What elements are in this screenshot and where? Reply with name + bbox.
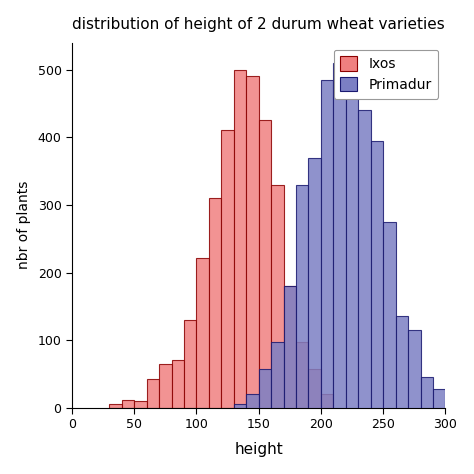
Bar — [197, 258, 209, 408]
Bar — [209, 198, 221, 408]
Bar — [408, 330, 420, 408]
Bar — [109, 404, 122, 408]
Bar — [283, 286, 296, 408]
Bar — [271, 342, 283, 408]
Title: distribution of height of 2 durum wheat varieties: distribution of height of 2 durum wheat … — [73, 17, 445, 32]
Bar — [159, 364, 172, 408]
Bar — [221, 130, 234, 408]
Bar — [134, 401, 146, 408]
Bar — [234, 70, 246, 408]
Bar — [309, 369, 321, 408]
Bar — [296, 342, 309, 408]
Bar — [271, 184, 283, 408]
Bar — [259, 369, 271, 408]
Bar — [333, 63, 346, 408]
Bar — [358, 110, 371, 408]
Bar — [346, 59, 358, 408]
Bar — [259, 120, 271, 408]
Bar — [446, 401, 458, 408]
Bar — [371, 141, 383, 408]
Bar — [246, 394, 259, 408]
Bar — [321, 394, 333, 408]
Bar — [321, 80, 333, 408]
Bar — [296, 184, 309, 408]
Bar — [184, 320, 197, 408]
Bar — [122, 400, 134, 408]
Bar — [283, 286, 296, 408]
X-axis label: height: height — [234, 442, 283, 457]
Legend: Ixos, Primadur: Ixos, Primadur — [334, 49, 438, 99]
Bar — [246, 76, 259, 408]
Bar — [383, 222, 396, 408]
Bar — [309, 157, 321, 408]
Bar — [172, 360, 184, 408]
Bar — [420, 377, 433, 408]
Y-axis label: nbr of plants: nbr of plants — [17, 181, 31, 269]
Bar — [234, 404, 246, 408]
Bar — [433, 389, 446, 408]
Bar — [146, 379, 159, 408]
Bar — [396, 317, 408, 408]
